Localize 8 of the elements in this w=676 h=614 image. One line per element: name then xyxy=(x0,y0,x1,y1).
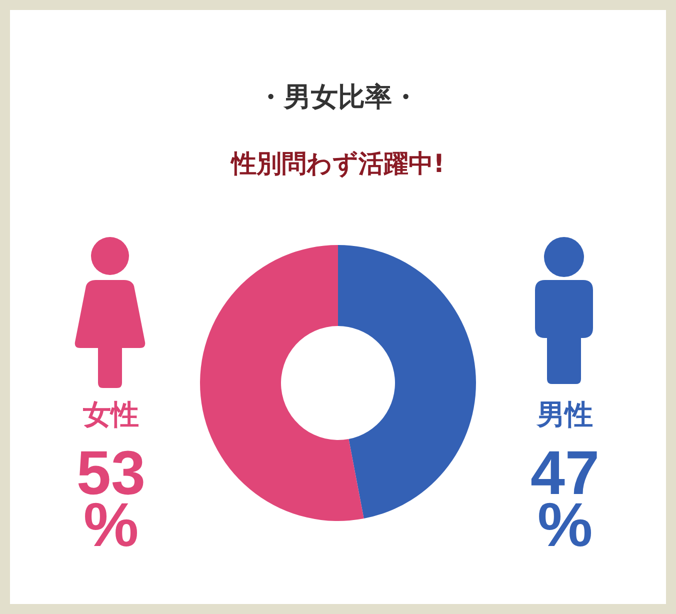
slice-label: 男性 xyxy=(536,398,593,431)
donut-slice xyxy=(338,245,476,519)
data-label: 53% xyxy=(76,439,146,560)
data-label: 47% xyxy=(530,439,600,560)
donut-slice xyxy=(200,245,364,521)
chart-title: ・男女比率・ xyxy=(257,82,419,113)
chart-subtitle: 性別問わず活躍中! xyxy=(229,149,445,178)
slice-label: 女性 xyxy=(82,398,139,431)
